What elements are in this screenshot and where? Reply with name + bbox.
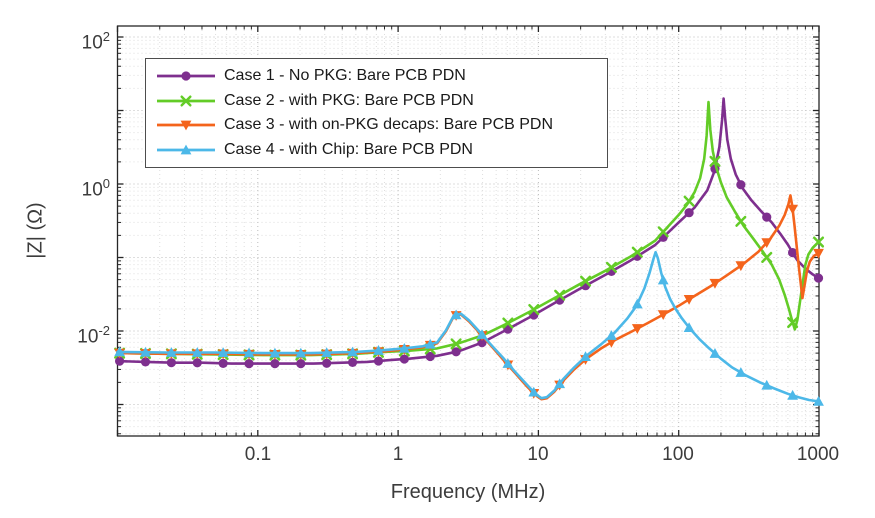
legend-row-case-1: Case 1 - No PKG: Bare PCB PDN	[155, 64, 607, 88]
axes-box	[116, 25, 820, 437]
y-tick-0.01: 10-2	[77, 323, 110, 348]
legend-label-case-3: Case 3 - with on-PKG decaps: Bare PCB PD…	[224, 116, 554, 134]
legend-label-case-4: Case 4 - with Chip: Bare PCB PDN	[224, 140, 473, 158]
legend-line-sample-case-4	[157, 144, 215, 155]
series-case-4	[114, 250, 824, 406]
x-tick-1: 1	[392, 444, 404, 465]
legend-row-case-3: Case 3 - with on-PKG decaps: Bare PCB PD…	[155, 113, 607, 137]
x-tick-0.1: 0.1	[244, 444, 272, 465]
legend-line-sample-case-2	[157, 95, 215, 107]
legend-label-case-2: Case 2 - with PKG: Bare PCB PDN	[224, 91, 474, 109]
series-case-3	[114, 194, 824, 401]
legend-label-case-1: Case 1 - No PKG: Bare PCB PDN	[224, 67, 466, 85]
legend-row-case-4: Case 4 - with Chip: Bare PCB PDN	[155, 138, 607, 162]
y-axis-label: |Z| (Ω)	[24, 202, 47, 259]
legend-row-case-2: Case 2 - with PKG: Bare PCB PDN	[155, 89, 607, 113]
y-tick-100: 102	[81, 29, 110, 54]
x-tick-100: 100	[662, 444, 694, 465]
x-axis-label: Frequency (MHz)	[390, 481, 546, 503]
legend: Case 1 - No PKG: Bare PCB PDN Case 2 - w…	[145, 58, 608, 168]
y-tick-1: 100	[81, 176, 110, 201]
legend-line-sample-case-1	[157, 71, 215, 81]
legend-line-sample-case-3	[157, 120, 215, 131]
x-tick-1000: 1000	[796, 444, 840, 465]
x-tick-10: 10	[527, 444, 549, 465]
